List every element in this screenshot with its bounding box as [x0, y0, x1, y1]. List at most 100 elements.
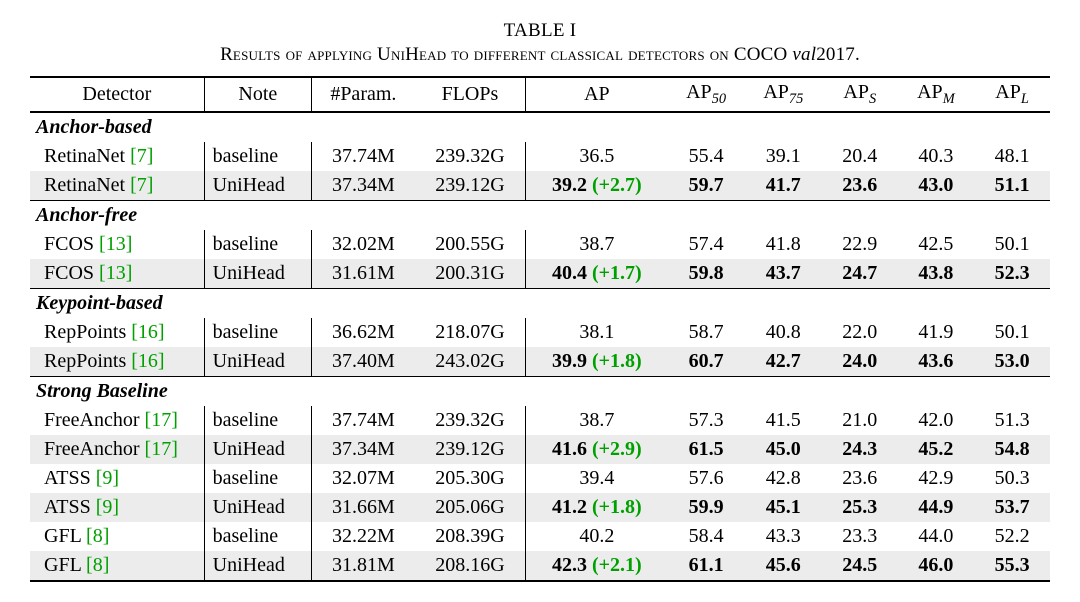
table-row: RepPoints [16]baseline36.62M218.07G38.15… — [30, 318, 1050, 347]
cell-detector: FreeAnchor [17] — [30, 406, 204, 435]
cell-ap50: 57.6 — [668, 464, 745, 493]
cell-flops: 239.12G — [415, 171, 526, 201]
cell-ap50: 59.9 — [668, 493, 745, 522]
cell-apm: 40.3 — [898, 142, 975, 171]
cell-detector: FreeAnchor [17] — [30, 435, 204, 464]
table-label: TABLE I — [30, 20, 1050, 42]
col-apl: APL — [974, 77, 1050, 112]
cell-detector: ATSS [9] — [30, 493, 204, 522]
citation: [9] — [96, 496, 119, 518]
citation: [16] — [131, 350, 164, 372]
cell-apm: 42.9 — [898, 464, 975, 493]
cell-note: UniHead — [204, 435, 311, 464]
citation: [13] — [99, 233, 132, 255]
table-row: RetinaNet [7]UniHead37.34M239.12G39.2 (+… — [30, 171, 1050, 201]
cell-ap: 38.1 — [526, 318, 668, 347]
cell-ap: 38.7 — [526, 406, 668, 435]
group-header: Strong Baseline — [30, 377, 1050, 407]
cell-apm: 42.5 — [898, 230, 975, 259]
cell-param: 36.62M — [312, 318, 415, 347]
cell-note: UniHead — [204, 493, 311, 522]
cell-detector: RepPoints [16] — [30, 318, 204, 347]
caption-suffix: 2017. — [816, 44, 860, 65]
table-row: ATSS [9]baseline32.07M205.30G39.457.642.… — [30, 464, 1050, 493]
citation: [17] — [145, 438, 178, 460]
group-header-row: Strong Baseline — [30, 377, 1050, 407]
cell-note: UniHead — [204, 347, 311, 377]
cell-note: UniHead — [204, 259, 311, 289]
caption-italic: val — [792, 44, 816, 65]
cell-ap: 41.6 (+2.9) — [526, 435, 668, 464]
cell-apm: 42.0 — [898, 406, 975, 435]
cell-apl: 53.0 — [974, 347, 1050, 377]
cell-ap: 41.2 (+1.8) — [526, 493, 668, 522]
cell-ap: 36.5 — [526, 142, 668, 171]
cell-param: 37.40M — [312, 347, 415, 377]
cell-detector: RetinaNet [7] — [30, 142, 204, 171]
group-header: Anchor-free — [30, 201, 1050, 231]
cell-apm: 44.9 — [898, 493, 975, 522]
citation: [7] — [130, 174, 153, 196]
citation: [17] — [145, 409, 178, 431]
cell-ap: 40.4 (+1.7) — [526, 259, 668, 289]
citation: [7] — [130, 145, 153, 167]
col-ap: AP — [526, 77, 668, 112]
cell-detector: GFL [8] — [30, 551, 204, 581]
cell-param: 32.07M — [312, 464, 415, 493]
cell-param: 32.22M — [312, 522, 415, 551]
cell-ap50: 58.7 — [668, 318, 745, 347]
cell-flops: 208.39G — [415, 522, 526, 551]
cell-apl: 51.1 — [974, 171, 1050, 201]
citation: [8] — [86, 554, 109, 576]
table-row: ATSS [9]UniHead31.66M205.06G41.2 (+1.8)5… — [30, 493, 1050, 522]
cell-apm: 43.0 — [898, 171, 975, 201]
cell-apl: 50.1 — [974, 318, 1050, 347]
header-row: Detector Note #Param. FLOPs AP AP50 AP75… — [30, 77, 1050, 112]
col-flops: FLOPs — [415, 77, 526, 112]
cell-detector: FCOS [13] — [30, 259, 204, 289]
cell-aps: 23.3 — [822, 522, 898, 551]
cell-apl: 51.3 — [974, 406, 1050, 435]
cell-apm: 44.0 — [898, 522, 975, 551]
cell-apl: 48.1 — [974, 142, 1050, 171]
cell-note: baseline — [204, 142, 311, 171]
cell-flops: 208.16G — [415, 551, 526, 581]
cell-apm: 43.8 — [898, 259, 975, 289]
cell-ap75: 42.7 — [745, 347, 822, 377]
cell-param: 32.02M — [312, 230, 415, 259]
col-aps: APS — [822, 77, 898, 112]
cell-flops: 200.31G — [415, 259, 526, 289]
cell-param: 31.66M — [312, 493, 415, 522]
cell-flops: 243.02G — [415, 347, 526, 377]
cell-ap50: 59.8 — [668, 259, 745, 289]
table-row: GFL [8]baseline32.22M208.39G40.258.443.3… — [30, 522, 1050, 551]
citation: [9] — [96, 467, 119, 489]
cell-apm: 41.9 — [898, 318, 975, 347]
cell-apl: 50.3 — [974, 464, 1050, 493]
cell-apl: 52.3 — [974, 259, 1050, 289]
col-detector: Detector — [30, 77, 204, 112]
cell-ap75: 40.8 — [745, 318, 822, 347]
cell-ap75: 41.7 — [745, 171, 822, 201]
cell-ap: 40.2 — [526, 522, 668, 551]
cell-apm: 46.0 — [898, 551, 975, 581]
cell-aps: 24.5 — [822, 551, 898, 581]
cell-ap50: 57.3 — [668, 406, 745, 435]
cell-detector: GFL [8] — [30, 522, 204, 551]
table-row: FCOS [13]baseline32.02M200.55G38.757.441… — [30, 230, 1050, 259]
cell-apl: 52.2 — [974, 522, 1050, 551]
cell-detector: ATSS [9] — [30, 464, 204, 493]
cell-ap50: 61.1 — [668, 551, 745, 581]
cell-note: UniHead — [204, 551, 311, 581]
cell-param: 31.61M — [312, 259, 415, 289]
cell-apl: 54.8 — [974, 435, 1050, 464]
cell-aps: 20.4 — [822, 142, 898, 171]
cell-flops: 205.30G — [415, 464, 526, 493]
cell-aps: 22.0 — [822, 318, 898, 347]
cell-detector: FCOS [13] — [30, 230, 204, 259]
cell-ap: 39.2 (+2.7) — [526, 171, 668, 201]
col-ap50: AP50 — [668, 77, 745, 112]
cell-ap: 39.9 (+1.8) — [526, 347, 668, 377]
cell-aps: 22.9 — [822, 230, 898, 259]
cell-ap75: 41.8 — [745, 230, 822, 259]
